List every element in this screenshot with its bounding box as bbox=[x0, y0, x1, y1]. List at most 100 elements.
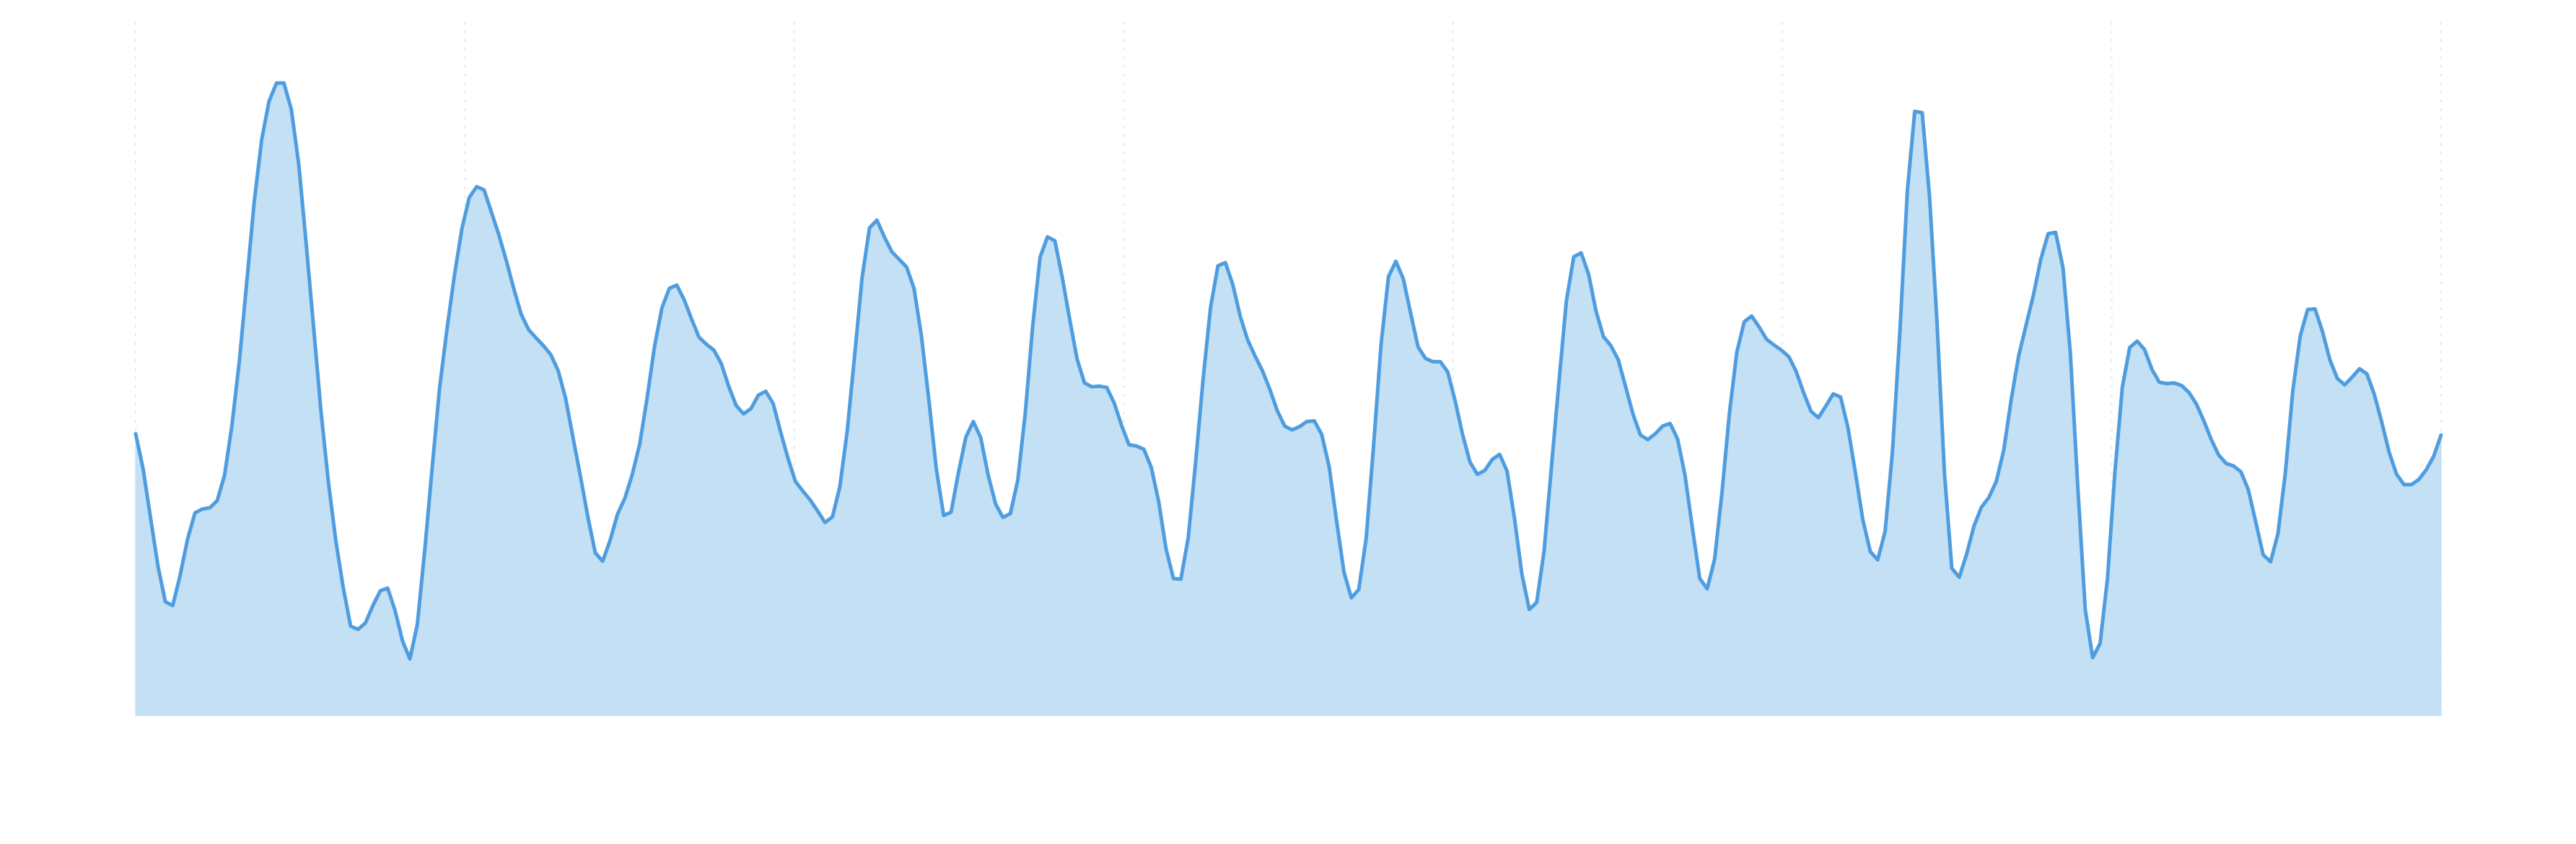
data-point bbox=[312, 325, 315, 328]
data-point bbox=[1439, 360, 1442, 363]
data-point bbox=[431, 467, 434, 470]
data-point bbox=[2343, 384, 2346, 387]
data-point bbox=[2232, 465, 2235, 467]
data-point bbox=[1484, 469, 1486, 472]
data-point bbox=[2365, 372, 2368, 375]
data-point bbox=[193, 511, 196, 514]
data-point bbox=[2321, 330, 2324, 333]
data-point bbox=[1639, 434, 1642, 436]
data-point bbox=[712, 348, 715, 351]
data-point bbox=[2150, 368, 2153, 371]
data-point bbox=[564, 397, 567, 400]
data-point bbox=[394, 610, 397, 612]
data-point bbox=[1380, 343, 1383, 346]
data-point bbox=[141, 467, 144, 470]
data-point bbox=[1253, 354, 1256, 357]
data-point bbox=[1810, 410, 1813, 413]
data-point bbox=[965, 436, 968, 439]
data-point bbox=[535, 336, 538, 339]
data-point bbox=[854, 353, 857, 356]
data-point bbox=[1157, 500, 1160, 503]
data-point bbox=[201, 508, 203, 511]
data-point bbox=[1565, 300, 1568, 303]
data-point bbox=[639, 443, 641, 446]
data-point bbox=[320, 410, 323, 413]
data-point bbox=[1973, 524, 1976, 527]
data-point bbox=[623, 497, 626, 500]
data-point bbox=[557, 369, 560, 372]
data-point bbox=[490, 211, 493, 214]
data-point bbox=[1224, 261, 1227, 264]
data-point bbox=[527, 328, 530, 331]
data-point bbox=[691, 318, 693, 321]
data-point bbox=[2091, 656, 2094, 659]
data-point bbox=[913, 287, 916, 290]
data-point bbox=[483, 188, 486, 191]
data-point bbox=[2180, 384, 2183, 387]
data-point bbox=[779, 431, 782, 434]
data-point bbox=[1669, 422, 1672, 425]
data-point bbox=[512, 287, 515, 290]
data-point bbox=[1476, 473, 1478, 476]
data-point bbox=[1758, 325, 1761, 328]
data-point bbox=[1787, 355, 1790, 358]
data-point bbox=[2410, 483, 2413, 486]
data-point bbox=[631, 473, 634, 476]
data-point bbox=[868, 227, 871, 229]
data-point bbox=[149, 516, 152, 519]
data-point bbox=[2158, 381, 2161, 384]
data-point bbox=[1165, 548, 1167, 550]
data-point bbox=[653, 345, 656, 348]
data-point bbox=[683, 299, 685, 302]
data-point bbox=[2403, 483, 2406, 486]
data-point bbox=[898, 258, 901, 261]
data-point bbox=[1735, 351, 1738, 353]
data-point bbox=[1180, 578, 1183, 581]
data-point bbox=[787, 457, 789, 460]
data-point bbox=[2077, 486, 2080, 489]
data-point bbox=[327, 480, 330, 483]
data-point bbox=[282, 82, 285, 84]
data-point bbox=[2202, 419, 2205, 422]
data-point bbox=[171, 604, 174, 607]
data-point bbox=[1647, 438, 1650, 441]
data-point bbox=[1217, 264, 1219, 267]
area-fill bbox=[135, 82, 2442, 716]
data-point bbox=[890, 250, 893, 253]
data-point bbox=[2277, 532, 2279, 535]
data-point bbox=[905, 265, 908, 268]
data-point bbox=[1194, 460, 1197, 463]
data-point bbox=[1535, 601, 1538, 604]
data-point bbox=[927, 398, 930, 401]
data-point bbox=[2195, 403, 2198, 405]
data-point bbox=[772, 402, 775, 405]
data-point bbox=[646, 396, 649, 399]
data-point bbox=[2032, 294, 2035, 297]
data-point bbox=[1631, 413, 1634, 416]
data-point bbox=[1446, 371, 1449, 374]
data-point bbox=[2113, 471, 2116, 474]
data-point bbox=[549, 353, 552, 356]
data-point bbox=[1031, 325, 1034, 328]
data-point bbox=[1046, 235, 1049, 238]
data-point bbox=[2388, 451, 2391, 454]
data-point bbox=[1068, 318, 1071, 321]
data-point bbox=[2188, 391, 2191, 394]
data-point bbox=[1935, 320, 1938, 323]
data-point bbox=[1891, 449, 1894, 452]
data-point bbox=[1432, 360, 1434, 363]
data-point bbox=[587, 515, 590, 518]
data-point bbox=[735, 404, 737, 407]
data-point bbox=[1491, 458, 1494, 461]
data-point bbox=[1135, 444, 1138, 447]
data-point bbox=[816, 509, 819, 512]
data-point bbox=[1580, 252, 1582, 255]
data-point bbox=[2047, 232, 2050, 235]
data-point bbox=[305, 242, 307, 245]
data-point bbox=[1149, 466, 1152, 469]
data-point bbox=[2069, 353, 2072, 356]
data-point bbox=[1320, 433, 1323, 436]
data-point bbox=[1276, 409, 1279, 412]
data-point bbox=[1128, 443, 1131, 446]
data-point bbox=[1609, 344, 1612, 347]
